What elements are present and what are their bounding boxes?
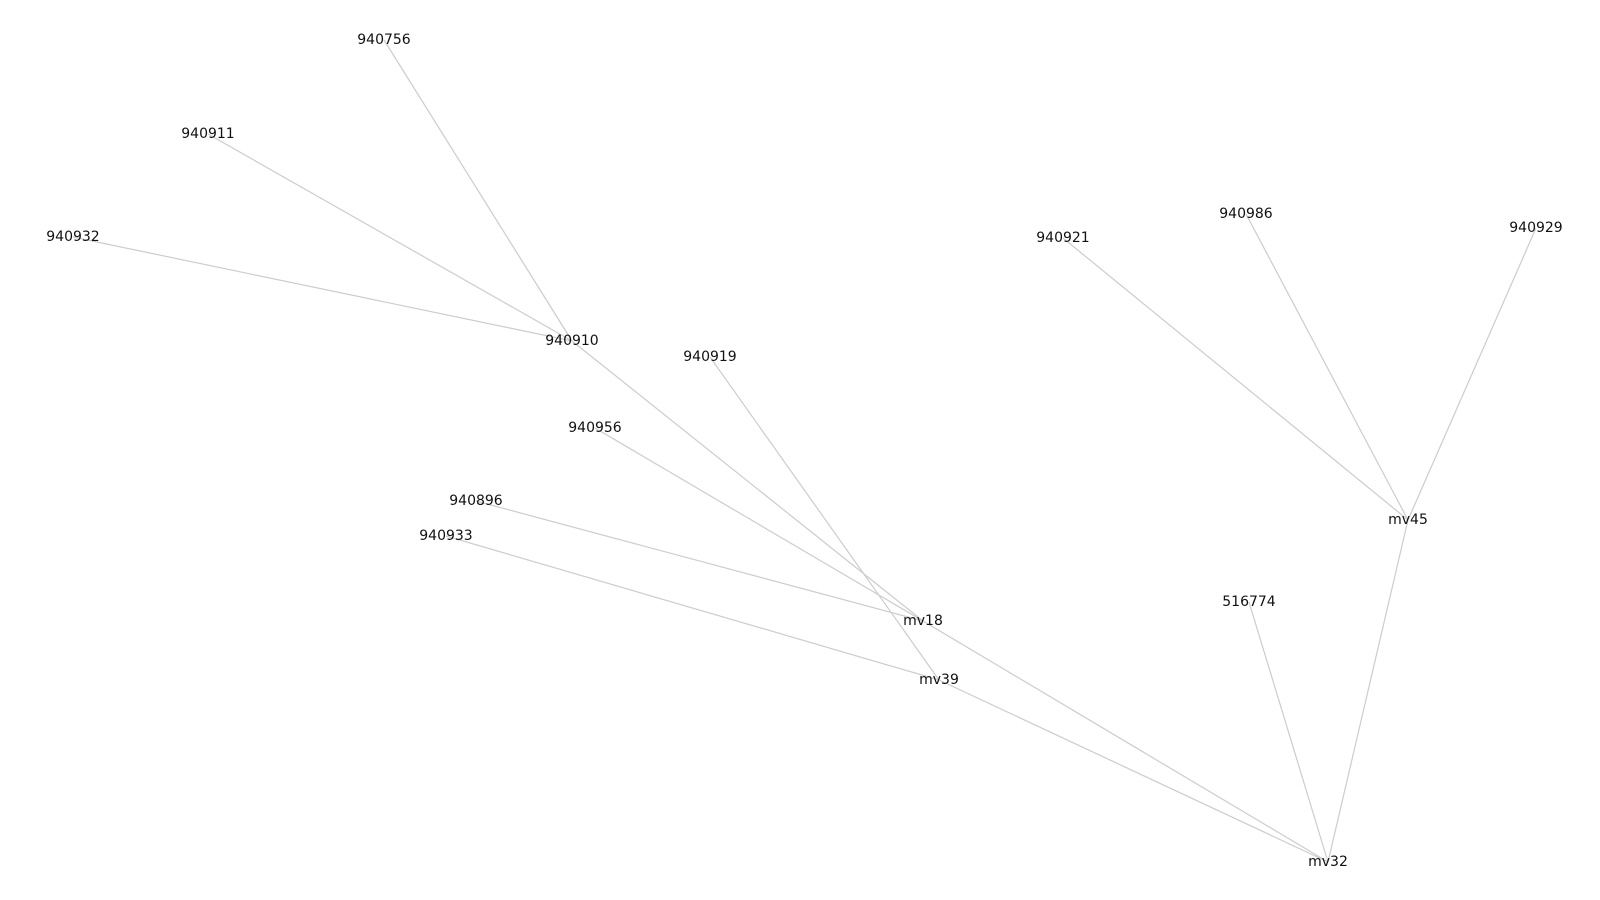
- node-label-mv45: mv45: [1388, 512, 1428, 528]
- edge-mv45-mv32: [1327, 519, 1409, 863]
- node-label-940933: 940933: [419, 528, 472, 544]
- edge-mv39-mv32: [938, 679, 1329, 863]
- edge-940921-mv45: [1062, 237, 1409, 521]
- node-layer: 940756 940911 940932 940910 940919 940956 9408…: [46, 32, 1562, 870]
- node-label-940956: 940956: [568, 420, 622, 436]
- node-label-940919: 940919: [683, 349, 736, 365]
- node-label-940932: 940932: [46, 229, 99, 245]
- edge-940919-mv39: [709, 356, 940, 681]
- edge-940756-940910: [383, 39, 573, 342]
- node-label-mv32: mv32: [1308, 854, 1348, 870]
- edge-940896-mv18: [475, 500, 924, 622]
- node-label-940929: 940929: [1509, 220, 1562, 236]
- edge-940932-940910: [72, 236, 573, 342]
- node-label-mv18: mv18: [903, 613, 943, 629]
- edge-940929-mv45: [1407, 227, 1537, 521]
- node-label-940921: 940921: [1036, 230, 1089, 246]
- edge-layer: [72, 39, 1537, 863]
- edge-940956-mv18: [594, 427, 924, 622]
- edge-940933-mv39: [445, 535, 940, 681]
- node-label-940910: 940910: [545, 333, 598, 349]
- edge-mv18-mv32: [922, 620, 1329, 863]
- edge-940910-mv18: [571, 340, 924, 622]
- edge-940911-940910: [207, 133, 573, 342]
- node-label-940911: 940911: [181, 126, 234, 142]
- edge-940986-mv45: [1245, 213, 1409, 521]
- node-label-516774: 516774: [1222, 594, 1276, 610]
- node-label-940896: 940896: [449, 493, 503, 509]
- edge-516774-mv32: [1248, 601, 1329, 863]
- node-label-mv39: mv39: [919, 672, 959, 688]
- node-label-940986: 940986: [1219, 206, 1273, 222]
- node-label-940756: 940756: [357, 32, 411, 48]
